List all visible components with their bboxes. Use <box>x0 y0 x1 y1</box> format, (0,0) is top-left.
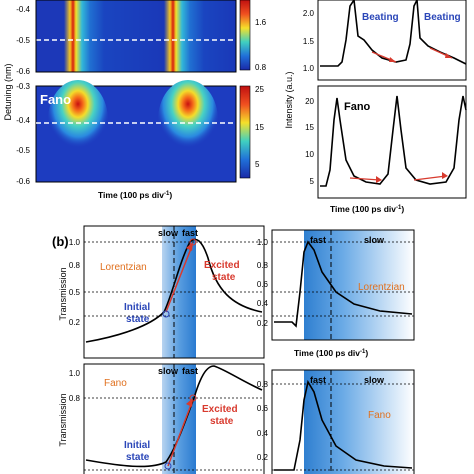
heatmap-bottom-blob-1 <box>48 80 108 160</box>
lorentzian-right-time-label: Time (100 ps div-1) <box>294 348 368 358</box>
lorentzian-right-ytick: 0.4 <box>257 299 269 308</box>
colorbar-bottom-tick: 25 <box>255 85 264 94</box>
lorentzian-excited-label: Excited <box>204 260 240 271</box>
trace-bottom-ytick: 20 <box>305 97 314 106</box>
trace-bottom-arrow-1 <box>349 177 381 181</box>
lorentzian-right-fast: fast <box>310 235 326 245</box>
lorentzian-ytick: 0.8 <box>69 261 81 270</box>
fano-initial-label-2: state <box>126 452 150 463</box>
fano-right-band <box>304 370 414 474</box>
fano-excited-label: Excited <box>202 404 238 415</box>
lorentzian-right-band <box>304 230 414 340</box>
lorentzian-right-plot: fast slow Lorentzian 1.0 0.8 0.6 0.4 0.2… <box>257 229 415 358</box>
lorentzian-model-label: Lorentzian <box>100 262 147 273</box>
fano-model-label: Fano <box>104 378 127 389</box>
lorentzian-transition-arrow <box>165 245 193 313</box>
lorentzian-initial-label: Initial <box>124 302 150 313</box>
colorbar-top-tick: 0.8 <box>255 63 267 72</box>
hm-top-ytick: -0.4 <box>16 5 30 14</box>
lorentzian-slow-label: slow <box>158 228 179 238</box>
colorbar-bottom-tick: 15 <box>255 123 264 132</box>
beating-label-2: Beating <box>424 12 461 23</box>
hm-top-ytick: -0.5 <box>16 36 30 45</box>
lorentzian-fast-label: fast <box>182 228 198 238</box>
lorentzian-right-ytick: 0.8 <box>257 261 269 270</box>
fano-curve <box>85 365 263 468</box>
fano-transition-arrow <box>167 401 193 467</box>
lorentzian-ytick: 1.0 <box>69 238 81 247</box>
lorentzian-initial-label-2: state <box>126 314 150 325</box>
lorentzian-right-slow: slow <box>364 235 385 245</box>
trace-top-ytick: 2.0 <box>303 9 315 18</box>
fano-ytick: 0.8 <box>69 394 81 403</box>
hm-top-ytick: -0.6 <box>16 67 30 76</box>
colorbar-bottom-tick: 5 <box>255 160 260 169</box>
fano-excited-label-2: state <box>210 416 234 427</box>
heatmap-time-label: Time (100 ps div-1) <box>98 190 172 200</box>
panel-a-traces: Beating Beating 2.0 1.5 1.0 Fano 20 15 1… <box>284 0 467 214</box>
trace-top-line <box>320 0 467 67</box>
fano-left-plot: slow fast Fano Excited state Initial sta… <box>69 363 265 474</box>
fano-right-fast: fast <box>310 375 326 385</box>
heatmap-bottom-blob-2 <box>158 80 218 160</box>
trace-top-ytick: 1.5 <box>303 37 315 46</box>
trace-bottom-line <box>320 95 467 187</box>
fano-fast-label: fast <box>182 366 198 376</box>
fano-right-plot: fast slow Fano 0.8 0.6 0.4 0.2 <box>257 369 415 474</box>
beating-label-1: Beating <box>362 12 399 23</box>
hm-bottom-ytick: -0.6 <box>16 177 30 186</box>
panel-a-heatmaps: Fano -0.4 -0.5 -0.6 -0.3 -0.4 -0.5 -0.6 … <box>3 0 267 200</box>
fano-right-curve <box>274 379 413 471</box>
hm-bottom-ytick: -0.3 <box>16 82 30 91</box>
lorentzian-right-ytick: 1.0 <box>257 238 269 247</box>
fano-ytick: 1.0 <box>69 369 81 378</box>
heatmap-fano-label: Fano <box>40 92 71 107</box>
intensity-axis-label: Intensity (a.u.) <box>284 71 294 128</box>
colorbar-top-tick: 1.6 <box>255 18 267 27</box>
lorentzian-ytick: 0.5 <box>69 288 81 297</box>
colorbar-top <box>239 0 251 71</box>
trace-bottom-arrow-2 <box>413 175 447 181</box>
lorentzian-left-plot: slow fast Lorentzian Excited state Initi… <box>69 225 265 359</box>
trace-top-ytick: 1.0 <box>303 64 315 73</box>
trace-bottom-ytick: 15 <box>305 123 314 132</box>
detuning-axis-label: Detuning (nm) <box>3 63 13 120</box>
trace-bottom-ytick: 5 <box>310 177 315 186</box>
fano-slow-band <box>162 364 196 474</box>
lorentzian-right-ytick: 0.2 <box>257 319 269 328</box>
fano-slow-label: slow <box>158 366 179 376</box>
fano-right-model-label: Fano <box>368 410 391 421</box>
hm-bottom-ytick: -0.5 <box>16 146 30 155</box>
lorentzian-right-ytick: 0.6 <box>257 280 269 289</box>
trace-fano-label: Fano <box>344 101 371 113</box>
fano-initial-label: Initial <box>124 440 150 451</box>
colorbar-bottom <box>239 85 251 179</box>
trace-bottom-frame <box>317 85 467 199</box>
lorentzian-ytick: 0.2 <box>69 318 81 327</box>
heatmap-top <box>36 0 236 72</box>
fano-right-ytick: 0.2 <box>257 453 269 462</box>
lorentzian-right-curve <box>274 240 413 328</box>
panel-b-label: (b) <box>52 234 69 249</box>
trace-top-frame <box>317 0 467 81</box>
fano-right-slow: slow <box>364 375 385 385</box>
fano-right-ytick: 0.4 <box>257 429 269 438</box>
transmission-axis-label-bottom: Transmission <box>58 393 68 446</box>
lorentzian-excited-label-2: state <box>212 272 236 283</box>
fano-right-ytick: 0.6 <box>257 404 269 413</box>
trace-bottom-ytick: 10 <box>305 150 314 159</box>
trace-time-label: Time (100 ps div-1) <box>330 204 404 214</box>
transmission-axis-label-top: Transmission <box>58 267 68 320</box>
lorentzian-right-model-label: Lorentzian <box>358 282 405 293</box>
hm-bottom-ytick: -0.4 <box>16 116 30 125</box>
fano-right-ytick: 0.8 <box>257 380 269 389</box>
